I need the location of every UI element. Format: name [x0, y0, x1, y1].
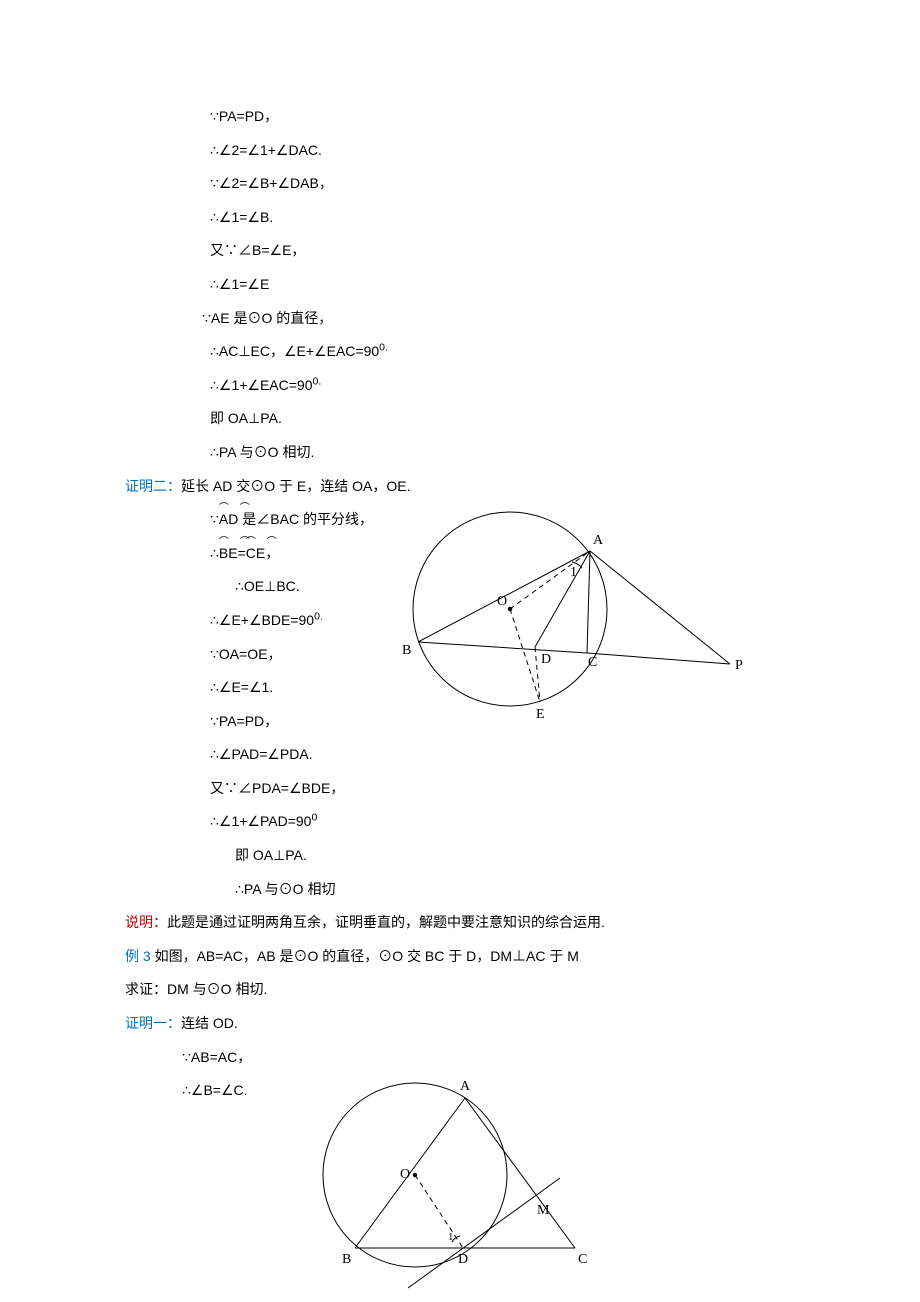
ex3-line: 例 3 如图，AB=AC，AB 是⊙O 的直径，⊙O 交 BC 于 D，DM⊥A… [125, 940, 795, 974]
p-b1-6: ∴∠1=∠E [125, 268, 795, 302]
proof1b-text: 连结 OD. [181, 1015, 238, 1031]
note-line: 说明：此题是通过证明两角互余，证明垂直的，解题中要注意知识的综合运用. [125, 906, 795, 940]
label-B: B [402, 643, 411, 658]
proof1b-heading: 证明一：连结 OD. [125, 1007, 795, 1041]
label-O: O [497, 594, 507, 609]
label-C: C [588, 655, 597, 670]
label-E: E [536, 707, 545, 722]
figure-2: A B C D M O 1 [300, 1060, 620, 1290]
label2-M: M [537, 1203, 550, 1218]
proof1b-label: 证明一： [125, 1015, 181, 1031]
ex3-label: 例 3 [125, 948, 151, 964]
p-b1-4: ∴∠1=∠B. [125, 201, 795, 235]
label-D: D [541, 652, 551, 667]
label2-C: C [578, 1252, 587, 1267]
p-p2-10: ∴∠1+∠PAD=900 [125, 805, 795, 839]
p-b1-5: 又∵∠B=∠E， [125, 234, 795, 268]
label2-D: D [458, 1252, 468, 1267]
note-label: 说明： [125, 914, 167, 930]
page: ∵PA=PD， ∴∠2=∠1+∠DAC. ∵∠2=∠B+∠DAB， ∴∠1=∠B… [0, 0, 920, 1302]
p-p2-8: ∴∠PAD=∠PDA. [125, 738, 795, 772]
label2-O: O [400, 1167, 410, 1182]
ex3-q: 求证：DM 与⊙O 相切. [125, 973, 795, 1007]
p-b1-1: ∵PA=PD， [125, 100, 795, 134]
p-b1-9: ∴∠1+∠EAC=900. [125, 369, 795, 403]
proof2-text: 延长 AD 交⊙O 于 E，连结 OA，OE. [181, 478, 410, 494]
proof2-label: 证明二： [125, 478, 181, 494]
p-b1-10: 即 OA⊥PA. [125, 402, 795, 436]
p-p2-9: 又∵∠PDA=∠BDE， [125, 772, 795, 806]
ex3-text: 如图，AB=AC，AB 是⊙O 的直径，⊙O 交 BC 于 D，DM⊥AC 于 … [151, 948, 579, 964]
p-b1-3: ∵∠2=∠B+∠DAB， [125, 167, 795, 201]
figure-1: A B C D E P O 1 [390, 496, 770, 726]
p-b1-8: ∴AC⊥EC，∠E+∠EAC=900. [125, 335, 795, 369]
p-p2-11: 即 OA⊥PA. [125, 839, 795, 873]
p-p2-12: ∴PA 与⊙O 相切 [125, 873, 795, 907]
label2-A: A [460, 1079, 471, 1094]
p-b1-2: ∴∠2=∠1+∠DAC. [125, 134, 795, 168]
label-P: P [735, 658, 743, 673]
label-A: A [593, 533, 604, 548]
note-text: 此题是通过证明两角互余，证明垂直的，解题中要注意知识的综合运用. [167, 914, 605, 930]
label2-B: B [342, 1252, 351, 1267]
p-b1-11: ∴PA 与⊙O 相切. [125, 436, 795, 470]
label2-1: 1 [448, 1231, 454, 1243]
label-1: 1 [570, 565, 577, 580]
p-b1-7: ∵AE 是⊙O 的直径， [125, 302, 795, 336]
